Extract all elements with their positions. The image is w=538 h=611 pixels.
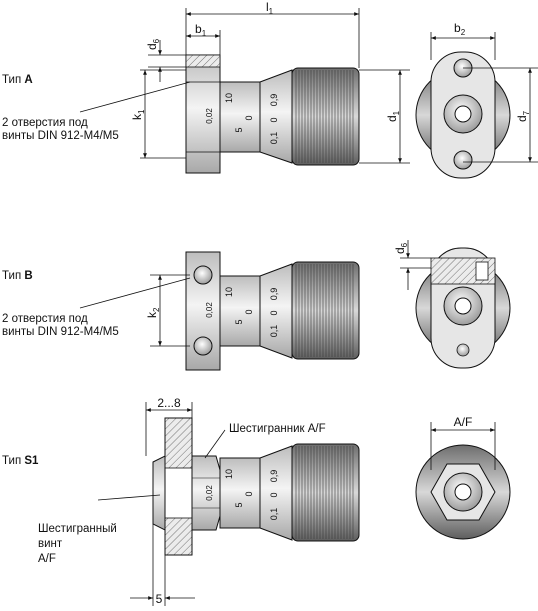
dim-range: 2...8 <box>157 396 181 410</box>
scale-s1-5: 5 <box>234 502 244 507</box>
type-s1-thimble <box>259 445 293 541</box>
type-b-knurled-knob <box>291 261 360 360</box>
scale-b-10: 10 <box>224 287 234 297</box>
scale-s1-002: 0,02 <box>205 485 214 501</box>
dim-d6-a: d6 <box>145 38 161 50</box>
scale-b-09: 0,9 <box>269 288 279 301</box>
dim-b1: b1 <box>195 22 207 38</box>
type-a-holes-line1: 2 отверстия под <box>2 117 88 129</box>
scale-a-10: 10 <box>224 93 234 103</box>
type-b-holes-line2: винты DIN 912-M4/M5 <box>2 326 119 338</box>
dim-k2: k2 <box>145 307 161 318</box>
dim-d1: d1 <box>385 110 401 122</box>
type-a-code: A <box>24 74 33 86</box>
scale-s1-09: 0,9 <box>269 470 279 483</box>
type-a-prefix: Тип <box>2 74 22 86</box>
type-b-holes-line1: 2 отверстия под <box>2 313 88 325</box>
scale-s1-01: 0,1 <box>269 508 279 521</box>
type-s1-hex-note: Шестигранник A/F <box>229 423 326 435</box>
scale-a-5: 5 <box>234 127 244 132</box>
dim-b2: b2 <box>454 21 466 37</box>
dim-af-front: A/F <box>454 415 473 429</box>
type-s1-grub-line2: винт <box>38 538 63 550</box>
type-s1-front-view <box>415 444 511 540</box>
type-b-code: B <box>24 270 33 282</box>
type-b-front-view <box>415 247 511 369</box>
type-b-holes-note: 2 отверстия под винты DIN 912-M4/M5 <box>2 313 119 339</box>
scale-s1-0: 0 <box>244 491 254 496</box>
type-b-prefix: Тип <box>2 270 22 282</box>
scale-b-0b: 0 <box>269 310 279 315</box>
type-s1-hex-nut-left <box>152 455 166 531</box>
type-a-knurled-knob <box>291 67 360 166</box>
type-a-barrel <box>219 81 261 153</box>
type-s1-barrel <box>219 457 261 529</box>
dim-k1: k1 <box>130 109 146 120</box>
type-a-holes-line2: винты DIN 912-M4/M5 <box>2 130 119 142</box>
type-b-thimble <box>259 263 293 359</box>
dim-five: 5 <box>156 592 163 606</box>
scale-a-0: 0 <box>244 115 254 120</box>
type-s1-grub-line3: A/F <box>38 553 56 565</box>
type-s1-grub-line1: Шестигранный <box>38 523 117 535</box>
type-s1-knurled-knob <box>291 443 360 542</box>
type-b-label: Тип B <box>2 270 33 283</box>
scale-b-002: 0,02 <box>205 302 214 318</box>
dim-l1: l1 <box>266 0 274 16</box>
scale-a-01: 0,1 <box>269 132 279 145</box>
type-a-label: Тип A <box>2 74 33 87</box>
type-a-flange <box>185 54 221 174</box>
type-b-barrel <box>219 275 261 347</box>
type-a-side-view <box>185 54 360 174</box>
scale-a-0b: 0 <box>269 117 279 122</box>
type-s1-side-view <box>152 417 360 556</box>
scale-s1-10: 10 <box>224 469 234 479</box>
scale-b-0: 0 <box>244 309 254 314</box>
type-a-thimble <box>259 69 293 164</box>
type-s1-prefix: Тип <box>2 455 22 467</box>
type-s1-label: Тип S1 <box>2 455 38 468</box>
scale-b-01: 0,1 <box>269 325 279 338</box>
scale-a-09: 0,9 <box>269 94 279 107</box>
dim-d7: d7 <box>515 110 531 122</box>
type-b-side-view <box>185 251 360 371</box>
dim-d6-b: d6 <box>393 242 409 254</box>
type-s1-grub-note: Шестигранный винт A/F <box>38 522 117 567</box>
type-s1-code: S1 <box>24 455 39 467</box>
scale-a-002: 0,02 <box>205 108 214 124</box>
scale-s1-0b: 0 <box>269 492 279 497</box>
type-a-holes-note: 2 отверстия под винты DIN 912-M4/M5 <box>2 117 119 143</box>
scale-b-5: 5 <box>234 319 244 324</box>
type-a-front-view <box>415 51 511 179</box>
